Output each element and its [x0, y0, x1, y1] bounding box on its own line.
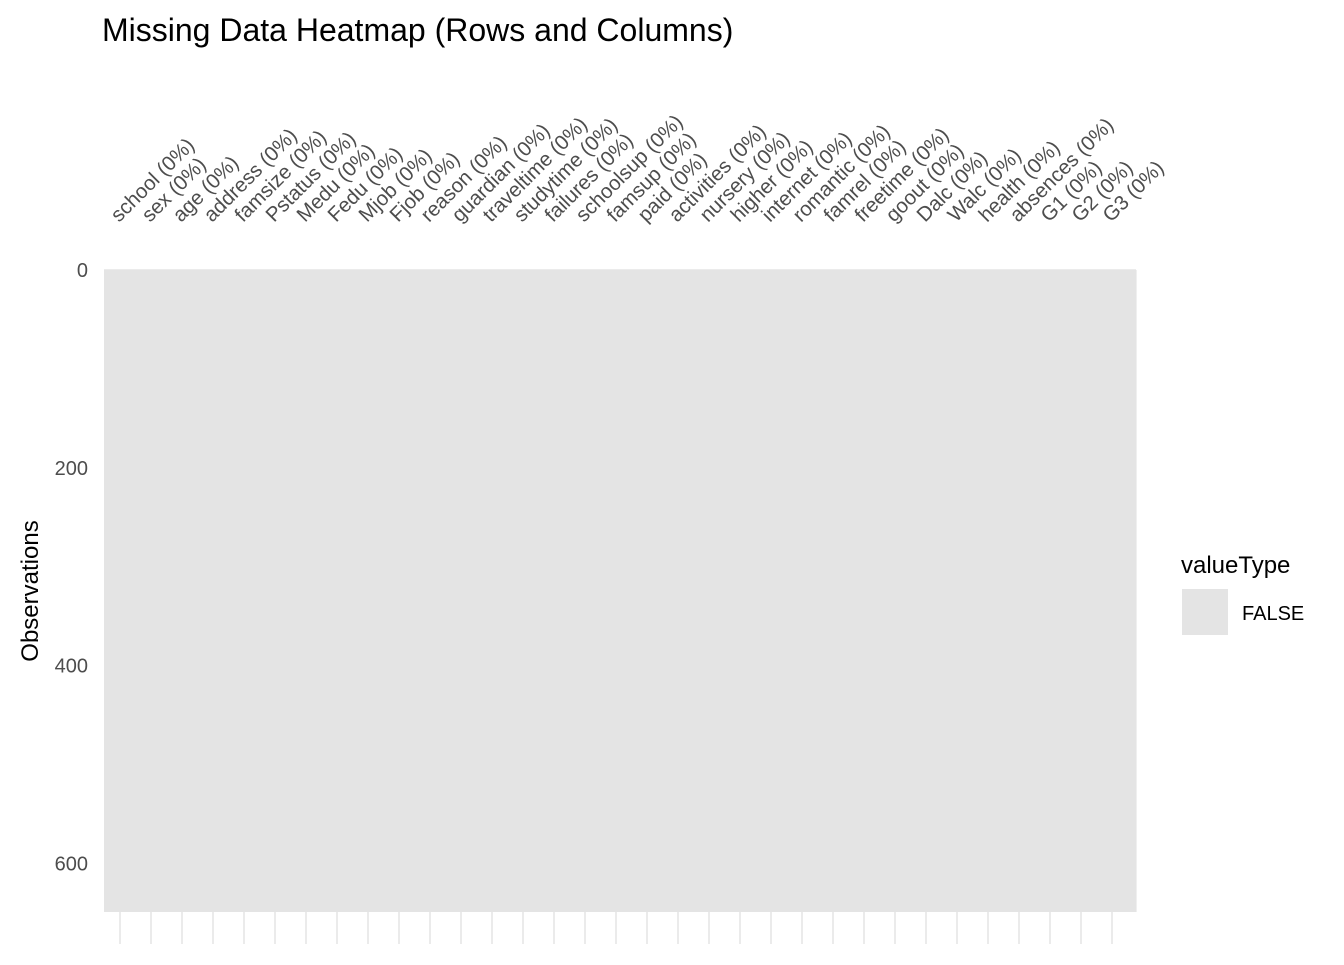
heatmap-tile	[948, 270, 981, 912]
heatmap-tile	[823, 270, 856, 912]
heatmap-tile	[197, 270, 230, 912]
y-tick-label: 200	[55, 458, 88, 480]
x-axis-tick-labels: school (0%)sex (0%)age (0%)address (0%)f…	[106, 110, 1168, 226]
heatmap-tile	[322, 270, 355, 912]
heatmap-tile	[260, 270, 293, 912]
heatmap-tile	[917, 270, 949, 912]
heatmap-tile	[291, 270, 324, 912]
heatmap-tile	[104, 270, 136, 912]
heatmap-tile	[1104, 270, 1137, 912]
y-tick-label: 600	[55, 854, 88, 876]
heatmap-tile	[792, 270, 824, 912]
heatmap-tile	[385, 270, 418, 912]
heatmap-tile	[448, 270, 480, 912]
heatmap-tiles	[104, 270, 1137, 912]
heatmap-tile	[541, 270, 574, 912]
heatmap-tile	[510, 270, 543, 912]
heatmap-tile	[729, 270, 762, 912]
heatmap-tile	[135, 270, 168, 912]
heatmap-tile	[760, 270, 793, 912]
y-axis-title: Observations	[17, 520, 44, 661]
legend-label-false: FALSE	[1242, 603, 1304, 625]
y-tick-label: 400	[55, 656, 88, 678]
legend-key-false	[1182, 589, 1228, 635]
legend: valueType FALSE	[1181, 552, 1304, 635]
heatmap-tile	[354, 270, 387, 912]
heatmap-tile	[854, 270, 887, 912]
heatmap-tile	[573, 270, 605, 912]
heatmap-tile	[479, 270, 512, 912]
heatmap-tile	[885, 270, 918, 912]
heatmap-tile	[166, 270, 199, 912]
heatmap-tile	[1073, 270, 1106, 912]
heatmap-tile	[229, 270, 261, 912]
heatmap-tile	[979, 270, 1012, 912]
heatmap-tile	[635, 270, 668, 912]
heatmap-tile	[604, 270, 637, 912]
heatmap-tile	[1010, 270, 1043, 912]
legend-title: valueType	[1181, 552, 1290, 579]
chart-title: Missing Data Heatmap (Rows and Columns)	[102, 12, 733, 48]
y-axis-tick-labels: 0 200 400 600	[55, 260, 88, 876]
heatmap-tile	[1042, 270, 1075, 912]
heatmap-tile	[698, 270, 731, 912]
heatmap-tile	[416, 270, 449, 912]
y-tick-label: 0	[77, 260, 88, 282]
heatmap-tile	[666, 270, 699, 912]
